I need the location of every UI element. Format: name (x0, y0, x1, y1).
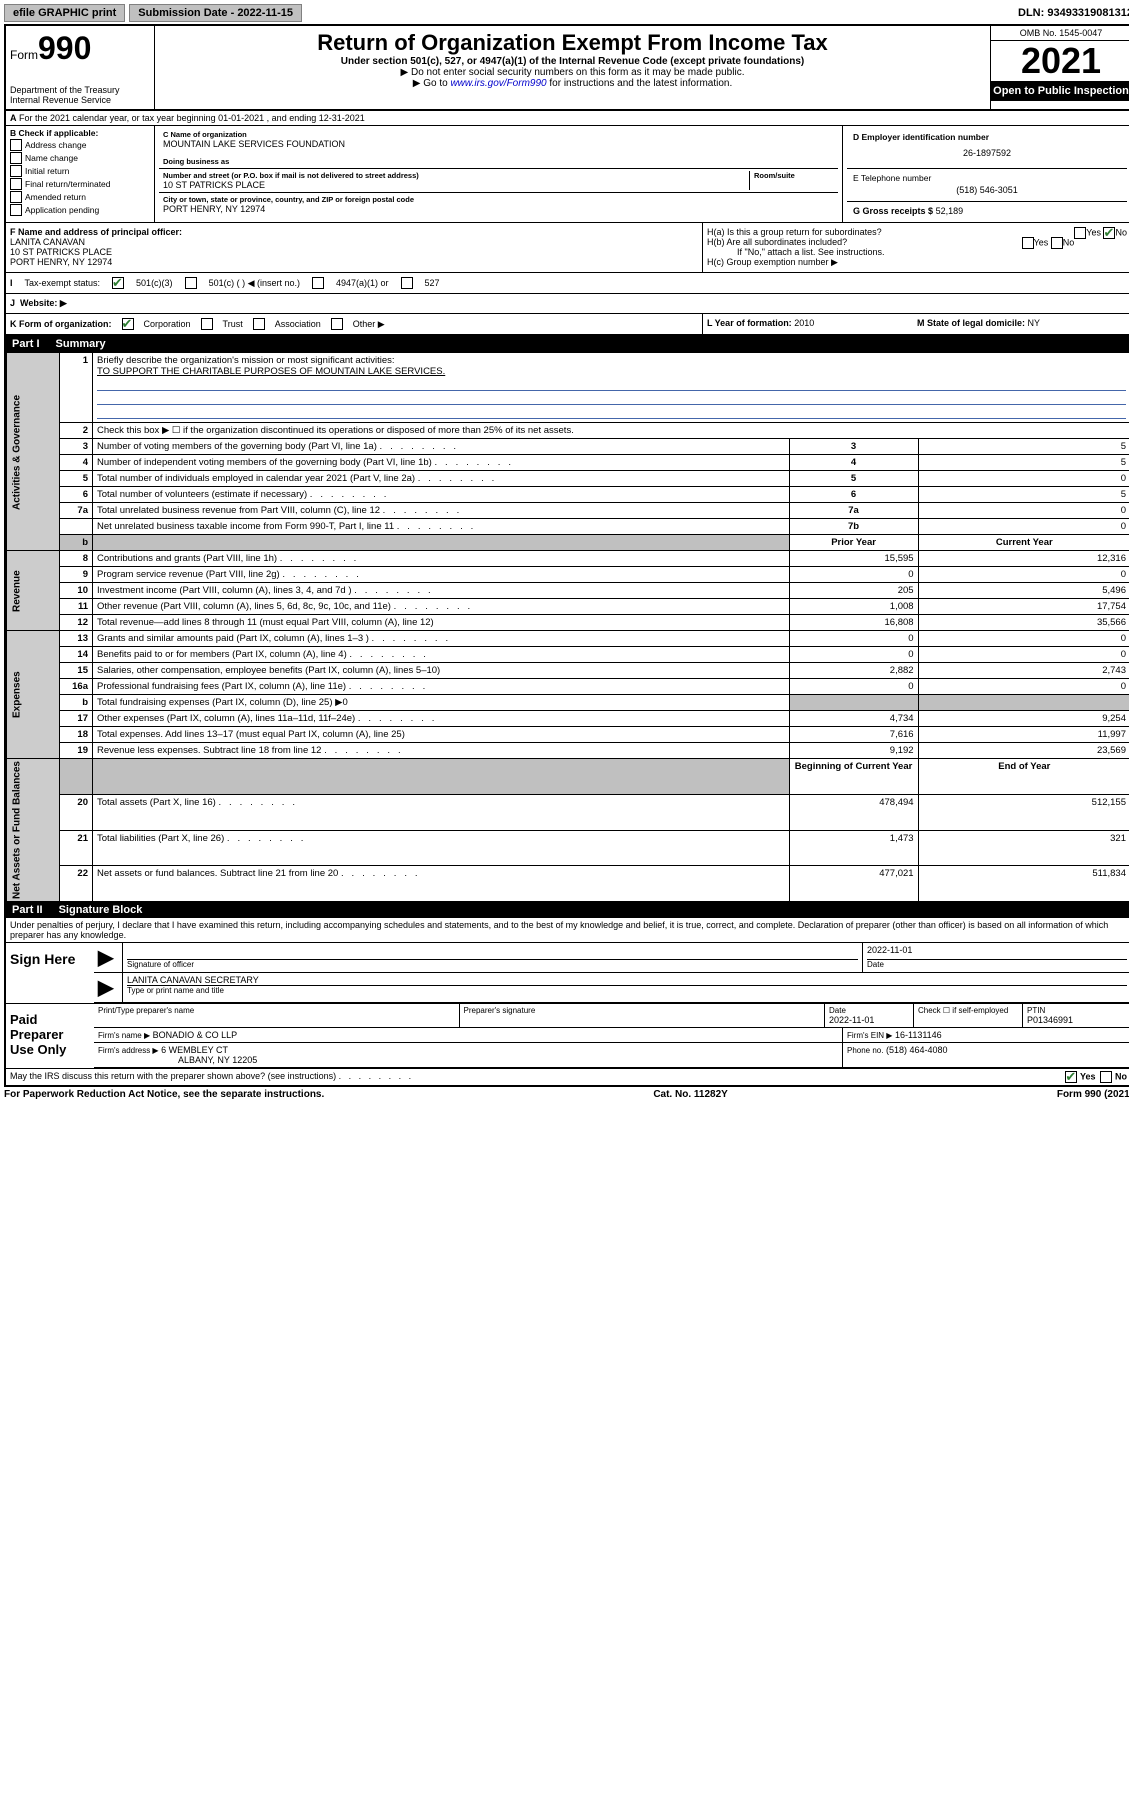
officer-name: LANITA CANAVAN (10, 237, 85, 247)
chk-hb-yes[interactable] (1022, 237, 1034, 249)
irs-link[interactable]: www.irs.gov/Form990 (450, 78, 546, 89)
chk-4947[interactable] (312, 277, 324, 289)
cat-no: Cat. No. 11282Y (653, 1089, 727, 1100)
col-d-e-g: D Employer identification number 26-1897… (843, 126, 1129, 222)
firm-addr1: 6 WEMBLEY CT (161, 1045, 228, 1055)
state-domicile: NY (1028, 318, 1041, 328)
prep-date: 2022-11-01 (829, 1015, 909, 1025)
chk-ha-no[interactable] (1103, 227, 1115, 239)
jurat-text: Under penalties of perjury, I declare th… (6, 918, 1129, 942)
gov-row: 7a Total unrelated business revenue from… (7, 503, 1129, 519)
chk-association[interactable] (253, 318, 265, 330)
open-to-public: Open to Public Inspection (991, 81, 1129, 101)
chk-discuss-yes[interactable] (1065, 1071, 1077, 1083)
gov-row: 3 Number of voting members of the govern… (7, 439, 1129, 455)
side-governance: Activities & Governance (7, 353, 60, 551)
chk-amended-return[interactable] (10, 191, 22, 203)
ein: 26-1897592 (853, 142, 1121, 164)
page-footer: For Paperwork Reduction Act Notice, see … (4, 1087, 1129, 1102)
sign-here-label: Sign Here (6, 943, 94, 1003)
sign-arrow-icon: ▶ (94, 943, 123, 972)
chk-ha-yes[interactable] (1074, 227, 1086, 239)
row-k-form-org: K Form of organization: Corporation Trus… (6, 314, 1129, 336)
chk-address-change[interactable] (10, 139, 22, 151)
street-address: 10 ST PATRICKS PLACE (163, 180, 749, 190)
top-toolbar: efile GRAPHIC print Submission Date - 20… (4, 4, 1129, 22)
signature-block: Under penalties of perjury, I declare th… (6, 918, 1129, 1085)
part2-header: Part II Signature Block (6, 902, 1129, 918)
chk-501c[interactable] (185, 277, 197, 289)
officer-addr2: PORT HENRY, NY 12974 (10, 257, 112, 267)
efile-button[interactable]: efile GRAPHIC print (4, 4, 125, 22)
gross-receipts: 52,189 (936, 206, 964, 216)
form-title: Return of Organization Exempt From Incom… (163, 30, 982, 56)
officer-name-title: LANITA CANAVAN SECRETARY (127, 975, 1127, 985)
org-name: MOUNTAIN LAKE SERVICES FOUNDATION (163, 139, 834, 149)
form-990-container: Form990 Department of the Treasury Inter… (4, 24, 1129, 1087)
firm-name: BONADIO & CO LLP (153, 1030, 238, 1040)
self-employed-check[interactable]: Check ☐ if self-employed (914, 1004, 1023, 1027)
chk-501c3[interactable] (112, 277, 124, 289)
row-f-h: F Name and address of principal officer:… (6, 223, 1129, 273)
gov-row: Net unrelated business taxable income fr… (7, 519, 1129, 535)
officer-addr1: 10 ST PATRICKS PLACE (10, 247, 112, 257)
gov-row: 6 Total number of volunteers (estimate i… (7, 487, 1129, 503)
dept-label: Department of the Treasury (10, 85, 150, 95)
ptin: P01346991 (1027, 1015, 1127, 1025)
chk-corporation[interactable] (122, 318, 134, 330)
year-formation: 2010 (794, 318, 814, 328)
form-number: 990 (38, 30, 91, 66)
form-header: Form990 Department of the Treasury Inter… (6, 26, 1129, 111)
firm-addr2: ALBANY, NY 12205 (98, 1055, 257, 1065)
paid-preparer-label: Paid Preparer Use Only (6, 1004, 94, 1068)
chk-initial-return[interactable] (10, 165, 22, 177)
firm-phone: (518) 464-4080 (886, 1045, 948, 1055)
chk-other[interactable] (331, 318, 343, 330)
chk-discuss-no[interactable] (1100, 1071, 1112, 1083)
telephone: (518) 546-3051 (853, 183, 1121, 197)
chk-hb-no[interactable] (1051, 237, 1063, 249)
summary-table: Activities & Governance 1 Briefly descri… (6, 352, 1129, 902)
chk-trust[interactable] (201, 318, 213, 330)
form-subtitle: Under section 501(c), 527, or 4947(a)(1)… (163, 56, 982, 67)
gov-row: 4 Number of independent voting members o… (7, 455, 1129, 471)
side-revenue: Revenue (7, 551, 60, 631)
form-ref: Form 990 (2021) (1057, 1089, 1129, 1100)
form-word: Form (10, 48, 38, 62)
sig-date-value: 2022-11-01 (867, 945, 1127, 959)
entity-block: B Check if applicable: Address change Na… (6, 126, 1129, 223)
mission-text: TO SUPPORT THE CHARITABLE PURPOSES OF MO… (97, 366, 445, 377)
submission-date-button[interactable]: Submission Date - 2022-11-15 (129, 4, 302, 22)
side-netassets: Net Assets or Fund Balances (7, 759, 60, 902)
omb-number: OMB No. 1545-0047 (991, 26, 1129, 41)
tax-year: 2021 (991, 41, 1129, 81)
gov-row: 5 Total number of individuals employed i… (7, 471, 1129, 487)
firm-ein: 16-1131146 (895, 1030, 942, 1040)
col-c-name-address: C Name of organization MOUNTAIN LAKE SER… (155, 126, 843, 222)
instr-ssn: ▶ Do not enter social security numbers o… (163, 67, 982, 78)
part1-header: Part I Summary (6, 336, 1129, 352)
dln-label: DLN: 93493319081312 (1018, 7, 1129, 19)
row-j-website: J Website: ▶ (6, 294, 1129, 314)
chk-name-change[interactable] (10, 152, 22, 164)
pra-notice: For Paperwork Reduction Act Notice, see … (4, 1089, 324, 1100)
col-b-checkboxes: B Check if applicable: Address change Na… (6, 126, 155, 222)
chk-527[interactable] (401, 277, 413, 289)
chk-final-return[interactable] (10, 178, 22, 190)
sign-arrow-icon: ▶ (94, 973, 123, 1002)
row-i-tax-exempt: I Tax-exempt status: 501(c)(3) 501(c) ( … (6, 273, 1129, 294)
chk-application-pending[interactable] (10, 204, 22, 216)
side-expenses: Expenses (7, 631, 60, 759)
irs-label: Internal Revenue Service (10, 95, 150, 105)
row-a-tax-year: A For the 2021 calendar year, or tax yea… (6, 111, 1129, 126)
instr-goto: ▶ Go to www.irs.gov/Form990 for instruct… (163, 78, 982, 89)
city-state-zip: PORT HENRY, NY 12974 (163, 204, 834, 214)
